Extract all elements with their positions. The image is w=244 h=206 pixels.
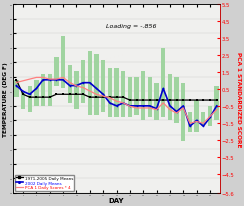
Bar [141,72,145,121]
X-axis label: DAY: DAY [109,197,124,202]
Bar [68,66,72,103]
Bar [214,86,219,121]
Bar [14,80,19,98]
Bar [34,80,39,106]
Bar [74,72,79,109]
Bar [41,75,45,106]
Y-axis label: PCA 1 STANDARDIZED SCORE: PCA 1 STANDARDIZED SCORE [235,52,241,147]
Bar [174,77,179,124]
Bar [161,49,165,118]
Bar [201,112,205,126]
Bar [108,69,112,118]
Legend: 1971-2005 Daily Means, 2002 Daily Means, PCA 1 Daily Scores * 4: 1971-2005 Daily Means, 2002 Daily Means,… [15,175,74,191]
Text: Loading = -.856: Loading = -.856 [106,24,156,29]
Bar [81,60,85,103]
Bar [61,37,65,89]
Bar [48,75,52,106]
Bar [114,69,119,118]
Bar [21,92,25,109]
Bar [121,72,125,118]
Bar [128,77,132,118]
Bar [188,112,192,132]
Bar [101,60,105,112]
Bar [28,86,32,112]
Bar [181,83,185,141]
Y-axis label: TEMPERATURE (DEG F): TEMPERATURE (DEG F) [3,62,9,136]
Bar [208,106,212,126]
Bar [194,101,199,132]
Bar [94,54,99,115]
Bar [134,77,139,115]
Bar [88,52,92,115]
Bar [168,75,172,121]
Bar [148,77,152,118]
Bar [154,83,159,121]
Bar [54,57,59,86]
